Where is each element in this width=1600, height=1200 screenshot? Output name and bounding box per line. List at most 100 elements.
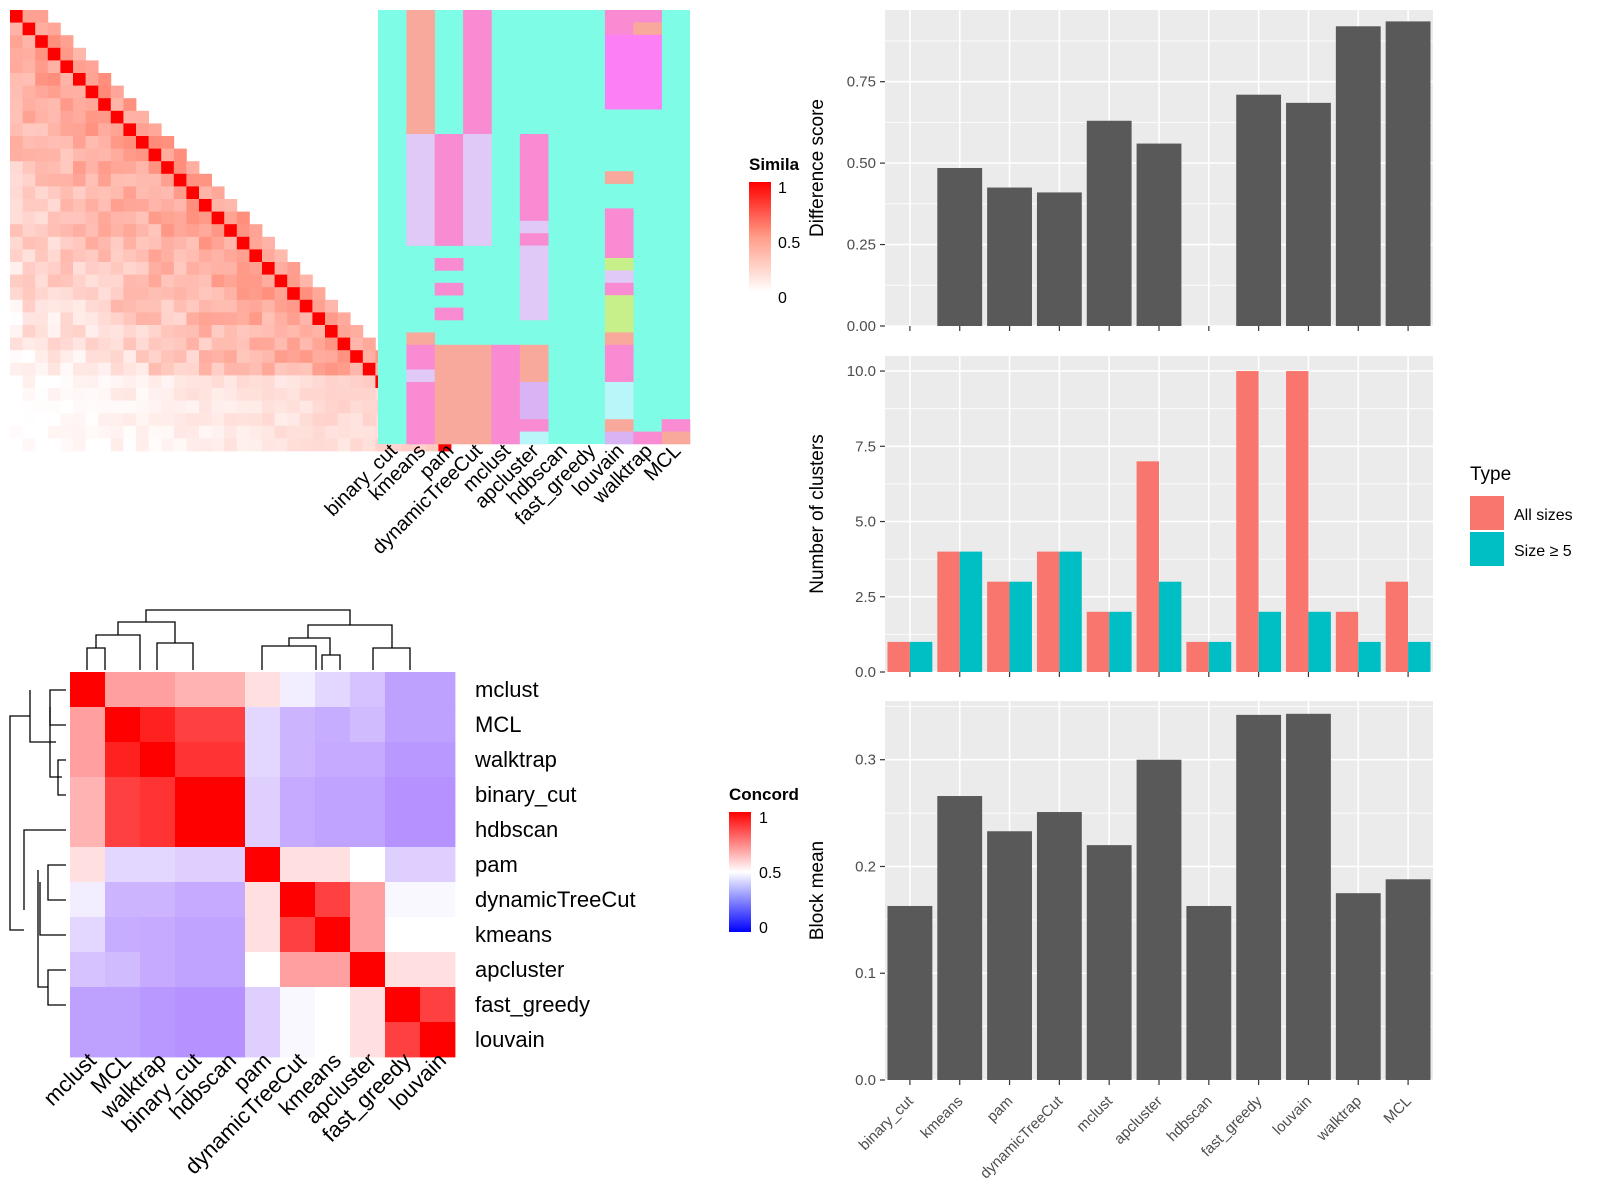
sim-cell [98,388,112,401]
bar-louvain-all-sizes [1286,371,1309,672]
cluster-block [604,431,634,445]
sim-cell [60,98,74,112]
cluster-block [661,419,691,432]
sim-cell [35,299,49,313]
dendrogram-branch [145,609,351,625]
sim-cell [98,325,112,338]
sim-cell [148,136,162,149]
sim-cell [249,400,263,414]
sim-cell [173,337,187,351]
sim-cell [73,350,86,364]
sim-cell [98,236,112,250]
bar-fast_greedy-size-5 [1258,611,1282,672]
sim-cell [110,350,124,364]
sim-cell [350,337,364,351]
sim-cell [123,211,137,225]
sim-cell [10,47,23,61]
sim-cell [211,224,225,238]
sim-cell [35,22,49,36]
sim-cell [110,425,124,439]
sim-cell [337,438,351,452]
sim-cell [98,161,112,175]
dendrogram-branch [156,642,194,670]
sim-cell [110,199,124,212]
bar-walktrap [1335,26,1381,326]
bar-MCL-all-sizes [1385,581,1409,672]
concordance-cell [350,917,386,953]
sim-cell [60,224,74,238]
sim-cell [60,249,74,263]
sim-cell [123,224,137,238]
sim-cell [199,199,212,212]
sim-cell [73,123,86,137]
sim-cell [173,148,187,162]
sim-cell [123,148,137,162]
concordance-row-label-dynamicTreeCut: dynamicTreeCut [475,887,636,912]
sim-cell [186,400,200,414]
sim-cell [47,425,61,439]
sim-cell [173,287,187,301]
y-tick-label: 7.5 [855,438,876,455]
concordance-cell [210,952,246,988]
sim-cell [299,299,313,313]
concordance-cell [140,882,176,918]
sim-cell [123,136,137,149]
sim-cell [199,413,212,427]
sim-cell [199,249,212,263]
sim-cell [10,274,23,288]
sim-cell [98,136,112,149]
cluster-block [633,10,662,23]
concordance-cell [245,707,281,743]
cluster-block [633,34,662,110]
sim-cell [73,375,86,389]
sim-cell [35,123,49,137]
sim-cell [47,236,61,250]
sim-cell [274,274,288,288]
concordance-cell [245,847,281,883]
sim-cell [35,211,49,225]
bar-mclust-all-sizes [1086,611,1110,672]
similarity-legend-bar [749,182,771,292]
sim-cell [274,337,288,351]
sim-cell [337,337,351,351]
sim-cell [47,161,61,175]
sim-cell [148,287,162,301]
similarity-legend-tick-0.5: 0.5 [778,235,800,252]
concordance-legend-bar [729,812,751,932]
sim-cell [186,425,200,439]
sim-cell [123,413,137,427]
sim-cell [60,199,74,212]
sim-cell [123,400,137,414]
concordance-cell [175,707,211,743]
sim-cell [85,400,99,414]
sim-cell [22,211,36,225]
sim-cell [85,325,99,338]
sim-cell [299,274,313,288]
block-mean-chart: 0.0 0.1 0.2 0.3 Block mean binary_cut kmeans pa… [807,701,1433,1182]
sim-cell [249,325,263,338]
sim-cell [10,186,23,200]
concordance-cell [175,987,211,1023]
sim-cell [22,47,36,61]
bar-walktrap [1335,893,1381,1080]
dendrogram-branch [49,689,66,726]
sim-cell [173,350,187,364]
concordance-cell [385,1022,421,1058]
sim-cell [98,438,112,452]
cluster-block [519,134,549,222]
sim-cell [98,274,112,288]
concordance-cell [385,882,421,918]
sim-cell [60,136,74,149]
dendrogram-branch [307,624,393,648]
sim-cell [211,262,225,275]
sim-cell [22,375,36,389]
sim-cell [274,299,288,313]
sim-cell [362,350,376,364]
concordance-cell [280,812,316,848]
y-tick-label: 0.0 [855,1072,876,1089]
sim-cell [85,173,99,187]
concordance-cell [105,707,141,743]
sim-cell [224,337,238,351]
sim-cell [22,262,36,275]
sim-cell [60,350,74,364]
